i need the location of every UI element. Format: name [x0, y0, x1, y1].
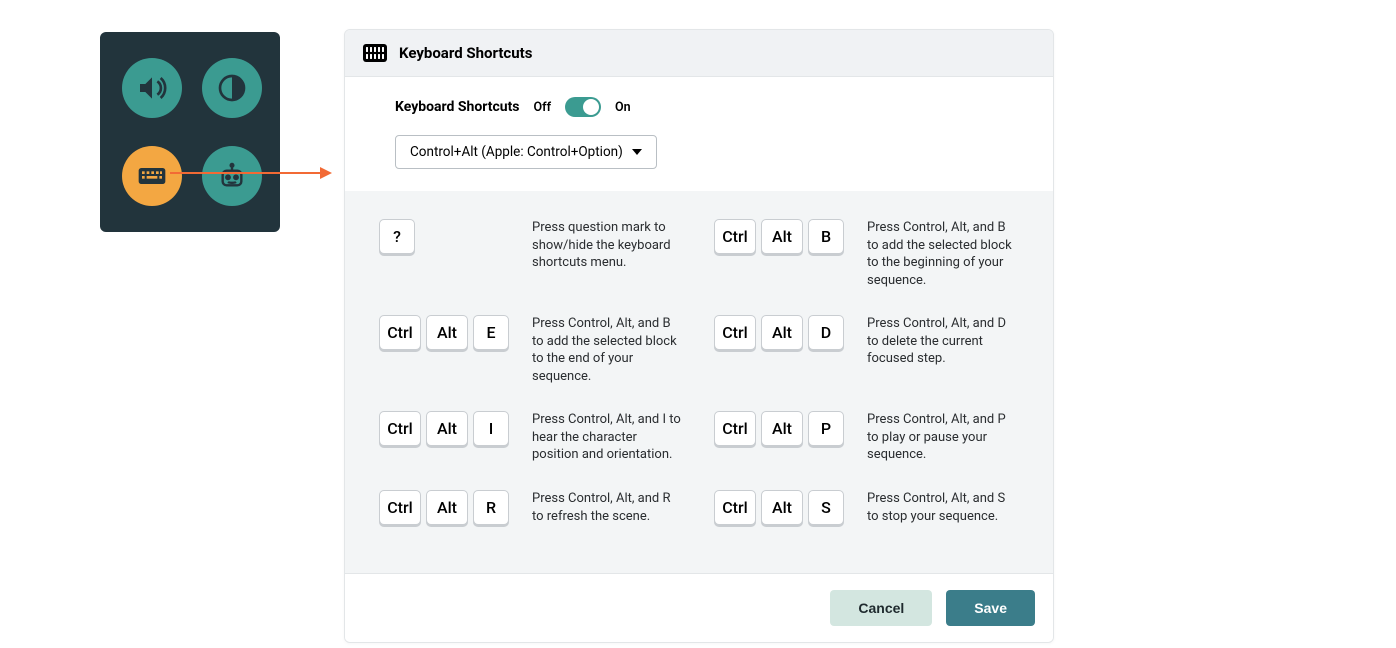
shortcut-desc: Press Control, Alt, and D to delete the …: [867, 315, 1019, 368]
toggle-label: Keyboard Shortcuts: [395, 99, 520, 115]
contrast-icon[interactable]: [202, 58, 262, 118]
key: Ctrl: [379, 315, 421, 350]
shortcut-row: Ctrl Alt I Press Control, Alt, and I to …: [379, 411, 684, 464]
key: Alt: [761, 490, 803, 525]
key: D: [808, 315, 844, 350]
shortcut-row: ? Press question mark to show/hide the k…: [379, 219, 684, 289]
save-button[interactable]: Save: [946, 590, 1035, 626]
keyboard-shortcuts-dialog: Keyboard Shortcuts Keyboard Shortcuts Of…: [344, 29, 1054, 643]
keyboard-icon[interactable]: [122, 146, 182, 206]
modifier-select-value: Control+Alt (Apple: Control+Option): [410, 144, 623, 160]
toggle-row: Keyboard Shortcuts Off On: [345, 77, 1053, 123]
modifier-select-row: Control+Alt (Apple: Control+Option): [345, 123, 1053, 191]
cancel-button[interactable]: Cancel: [830, 590, 932, 626]
shortcut-desc: Press Control, Alt, and R to refresh the…: [532, 490, 684, 525]
key: Alt: [426, 411, 468, 446]
robot-icon[interactable]: [202, 146, 262, 206]
key: P: [808, 411, 844, 446]
shortcuts-list: ? Press question mark to show/hide the k…: [345, 191, 1053, 573]
shortcut-row: Ctrl Alt B Press Control, Alt, and B to …: [714, 219, 1019, 289]
modifier-select[interactable]: Control+Alt (Apple: Control+Option): [395, 135, 657, 169]
shortcut-desc: Press Control, Alt, and S to stop your s…: [867, 490, 1019, 525]
key: ?: [379, 219, 415, 254]
keyboard-header-icon: [363, 44, 387, 62]
key: Ctrl: [379, 411, 421, 446]
key: I: [473, 411, 509, 446]
pointer-arrow: [170, 172, 330, 174]
shortcut-desc: Press Control, Alt, and P to play or pau…: [867, 411, 1019, 464]
dialog-title: Keyboard Shortcuts: [399, 44, 532, 62]
key: Alt: [761, 219, 803, 254]
key: Ctrl: [714, 315, 756, 350]
key: S: [808, 490, 844, 525]
shortcut-row: Ctrl Alt R Press Control, Alt, and R to …: [379, 490, 684, 525]
key: Ctrl: [714, 411, 756, 446]
key: Alt: [426, 490, 468, 525]
shortcut-row: Ctrl Alt E Press Control, Alt, and B to …: [379, 315, 684, 385]
shortcut-desc: Press Control, Alt, and B to add the sel…: [532, 315, 684, 385]
key: Alt: [426, 315, 468, 350]
key: Ctrl: [714, 490, 756, 525]
dialog-footer: Cancel Save: [345, 573, 1053, 642]
toggle-on-label: On: [615, 100, 631, 115]
shortcut-desc: Press question mark to show/hide the key…: [532, 219, 684, 272]
dialog-header: Keyboard Shortcuts: [345, 30, 1053, 77]
key: Ctrl: [379, 490, 421, 525]
accessibility-panel: [100, 32, 280, 232]
key: Alt: [761, 411, 803, 446]
key: R: [473, 490, 509, 525]
shortcut-row: Ctrl Alt S Press Control, Alt, and S to …: [714, 490, 1019, 525]
shortcut-row: Ctrl Alt P Press Control, Alt, and P to …: [714, 411, 1019, 464]
shortcut-desc: Press Control, Alt, and I to hear the ch…: [532, 411, 684, 464]
sound-icon[interactable]: [122, 58, 182, 118]
shortcut-desc: Press Control, Alt, and B to add the sel…: [867, 219, 1019, 289]
key: Ctrl: [714, 219, 756, 254]
toggle-off-label: Off: [534, 100, 552, 115]
key: Alt: [761, 315, 803, 350]
key: E: [473, 315, 509, 350]
shortcuts-toggle[interactable]: [565, 97, 601, 117]
key: B: [808, 219, 844, 254]
chevron-down-icon: [632, 149, 642, 155]
shortcut-row: Ctrl Alt D Press Control, Alt, and D to …: [714, 315, 1019, 385]
